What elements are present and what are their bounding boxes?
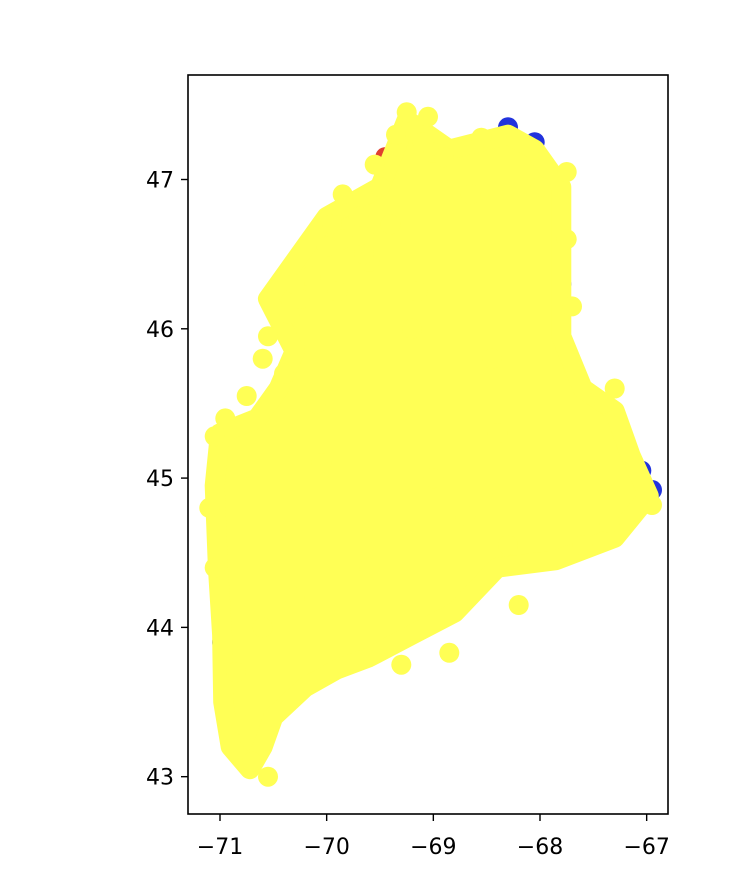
data-point xyxy=(556,162,577,182)
data-point xyxy=(434,147,454,168)
data-point xyxy=(252,348,273,369)
data-point xyxy=(508,595,529,615)
data-point xyxy=(599,512,620,533)
y-tick-label: 46 xyxy=(146,318,174,343)
data-point xyxy=(204,557,225,578)
data-point xyxy=(306,393,326,414)
data-point xyxy=(215,408,236,429)
data-point xyxy=(471,127,492,148)
data-point xyxy=(642,495,662,515)
data-point xyxy=(418,106,438,127)
y-axis: 43 44 45 46 47 xyxy=(146,169,188,791)
data-point xyxy=(572,535,593,556)
data-point xyxy=(364,154,385,175)
data-points xyxy=(199,102,662,787)
y-tick-label: 44 xyxy=(146,616,174,641)
data-point xyxy=(204,426,225,447)
data-point xyxy=(226,662,246,683)
data-point xyxy=(482,348,502,369)
data-point xyxy=(402,318,422,339)
x-axis: −71 −70 −69 −68 −67 xyxy=(197,814,670,860)
data-point xyxy=(354,244,374,265)
data-point xyxy=(279,303,300,324)
data-point xyxy=(236,386,257,406)
data-point xyxy=(332,229,353,250)
data-point xyxy=(242,751,262,772)
data-point xyxy=(423,468,444,489)
data-point xyxy=(455,505,476,526)
data-point xyxy=(199,497,220,518)
dense-point-cluster xyxy=(204,109,659,780)
data-point xyxy=(498,535,518,556)
y-tick-label: 47 xyxy=(146,169,174,194)
data-point xyxy=(407,281,428,302)
axes-frame xyxy=(187,74,669,815)
x-tick-label: −70 xyxy=(303,835,349,860)
y-tick-label: 43 xyxy=(146,766,174,791)
data-point xyxy=(391,654,412,675)
x-tick-label: −68 xyxy=(517,835,563,860)
data-point xyxy=(460,184,481,205)
data-point xyxy=(332,184,353,205)
data-point xyxy=(348,206,369,227)
data-point xyxy=(311,453,332,474)
data-point xyxy=(359,557,380,578)
data-point xyxy=(274,363,294,384)
data-point xyxy=(252,617,273,638)
data-point xyxy=(562,296,582,317)
data-point xyxy=(439,642,460,663)
y-tick-label: 45 xyxy=(146,467,174,492)
x-tick-label: −71 xyxy=(197,835,243,860)
data-point xyxy=(316,236,337,257)
data-point xyxy=(258,766,278,787)
data-point xyxy=(231,714,252,735)
data-point xyxy=(604,378,625,399)
data-point xyxy=(290,288,310,309)
data-point xyxy=(370,177,390,197)
data-point xyxy=(396,102,417,123)
data-point xyxy=(327,281,348,302)
data-point xyxy=(322,214,342,235)
data-point xyxy=(386,124,406,145)
data-point xyxy=(487,423,508,444)
data-point xyxy=(594,393,614,414)
x-tick-label: −69 xyxy=(410,835,456,860)
data-point xyxy=(300,266,321,287)
x-tick-label: −67 xyxy=(623,835,669,860)
series-2 xyxy=(199,102,662,787)
data-point xyxy=(530,177,550,197)
data-point xyxy=(380,214,401,235)
data-point xyxy=(556,229,577,250)
data-point xyxy=(258,326,278,347)
data-point xyxy=(284,587,305,608)
